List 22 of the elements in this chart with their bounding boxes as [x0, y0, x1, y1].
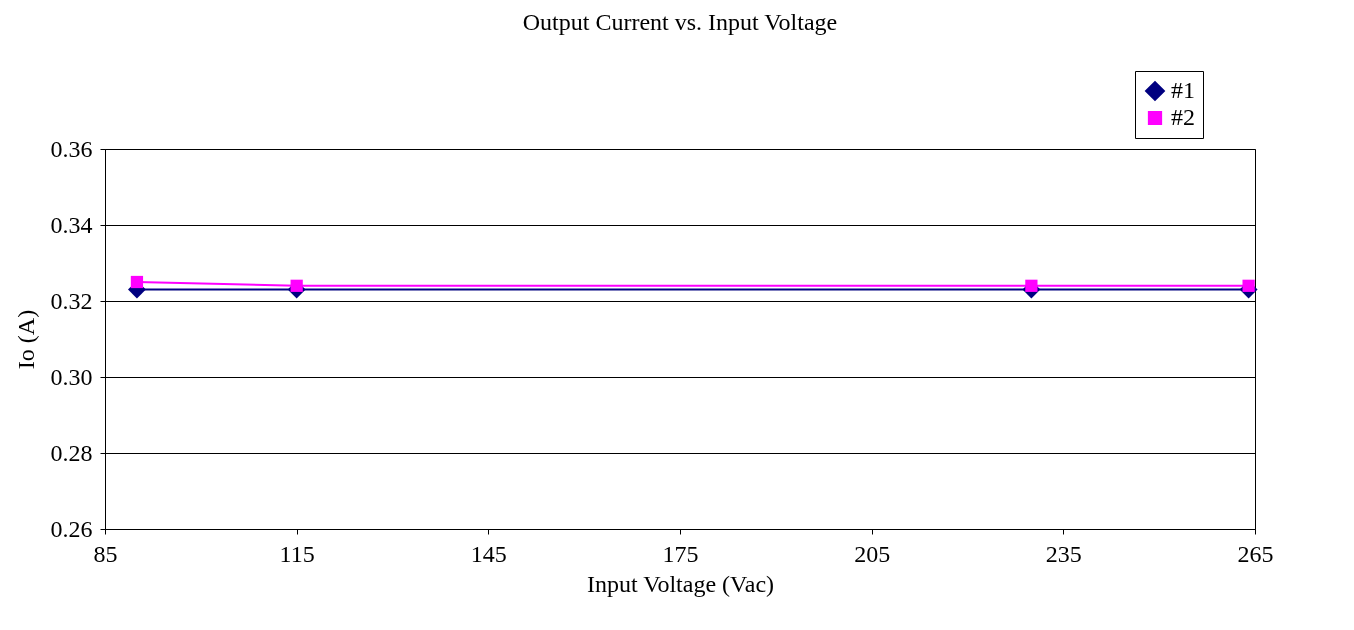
x-tick-label: 175 — [662, 540, 699, 567]
chart-title: Output Current vs. Input Voltage — [522, 8, 838, 35]
x-tick-label: 145 — [470, 540, 507, 567]
x-tick-label: 235 — [1045, 540, 1082, 567]
x-axis-title: Input Voltage (Vac) — [586, 570, 775, 597]
legend-label: #2 — [1171, 104, 1195, 130]
y-tick-label: 0.30 — [50, 363, 93, 390]
y-axis-title: Io (A) — [12, 309, 39, 370]
x-tick-label: 85 — [93, 540, 118, 567]
y-tick-label: 0.34 — [50, 211, 93, 238]
x-tick-label: 265 — [1237, 540, 1274, 567]
point — [130, 275, 144, 289]
point — [290, 279, 303, 292]
x-tick-label: 205 — [854, 540, 891, 567]
y-tick-label: 0.28 — [50, 439, 93, 466]
x-tick-label: 115 — [279, 540, 315, 567]
legend-label: #1 — [1171, 77, 1195, 103]
point — [1025, 279, 1038, 292]
y-tick-label: 0.36 — [50, 135, 93, 162]
point — [1242, 279, 1255, 292]
y-tick-label: 0.26 — [50, 515, 93, 542]
y-tick-label: 0.32 — [50, 287, 93, 314]
